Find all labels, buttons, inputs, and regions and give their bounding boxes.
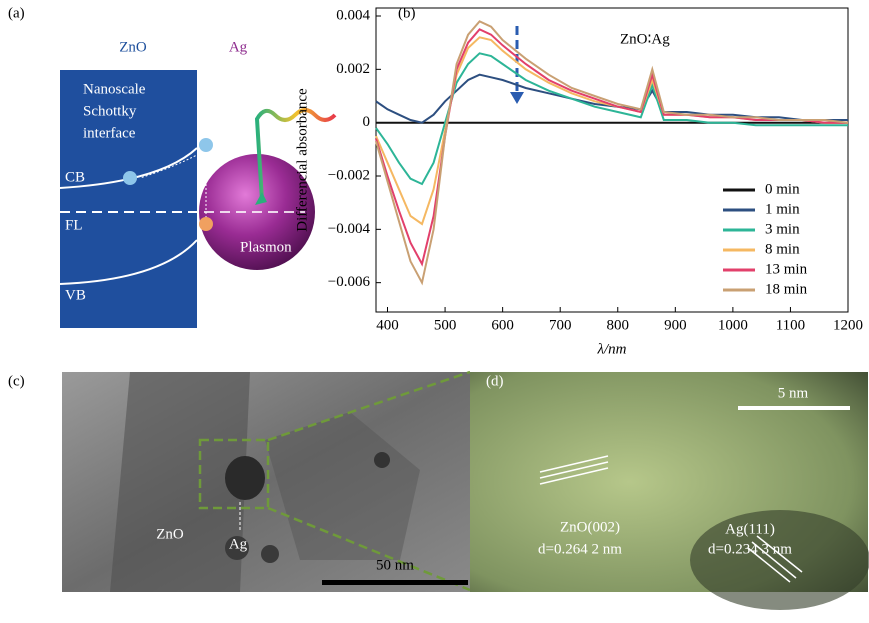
panel-a: (a) ZnO Ag Nanoscale Schottky interface … bbox=[8, 5, 335, 328]
x-tick-label: 800 bbox=[607, 317, 630, 333]
zno-label: ZnO bbox=[119, 39, 147, 55]
legend-label: 8 min bbox=[765, 241, 800, 257]
y-tick-label: −0.006 bbox=[328, 274, 371, 290]
panel-b: (b) ZnO∶Ag λ/nm Differencial absorbance … bbox=[294, 5, 863, 357]
y-tick-label: 0.002 bbox=[336, 61, 370, 77]
x-tick-label: 1100 bbox=[776, 317, 805, 333]
x-tick-label: 400 bbox=[376, 317, 399, 333]
y-tick-label: −0.002 bbox=[328, 167, 370, 183]
interface-text: interface bbox=[83, 125, 136, 141]
vb-label: VB bbox=[65, 287, 86, 303]
y-tick-label: −0.004 bbox=[328, 221, 371, 237]
legend-label: 3 min bbox=[765, 221, 800, 237]
ag-region bbox=[690, 510, 869, 610]
ag-particle bbox=[225, 456, 265, 500]
particle bbox=[374, 452, 390, 468]
electron bbox=[123, 171, 137, 185]
x-axis-label: λ/nm bbox=[597, 341, 627, 357]
x-tick-label: 1200 bbox=[833, 317, 863, 333]
x-tick-label: 700 bbox=[549, 317, 572, 333]
zno-spacing: d=0.264 2 nm bbox=[538, 541, 622, 557]
scale-label: 50 nm bbox=[376, 557, 414, 573]
scale-label: 5 nm bbox=[778, 385, 809, 401]
ag-label: Ag bbox=[229, 39, 248, 55]
zno-label: ZnO bbox=[156, 526, 184, 542]
panel-label: (d) bbox=[486, 373, 504, 389]
electron bbox=[199, 138, 213, 152]
ag-spacing: d=0.234 3 nm bbox=[708, 541, 792, 557]
y-axis-label: Differencial absorbance bbox=[294, 88, 310, 232]
interface-text: Schottky bbox=[83, 103, 137, 119]
y-tick-label: 0 bbox=[363, 114, 371, 130]
x-tick-label: 900 bbox=[664, 317, 687, 333]
panel-c: (c) ZnO Ag 50 nm bbox=[8, 372, 470, 592]
annotation: ZnO∶Ag bbox=[620, 31, 670, 47]
particle bbox=[261, 545, 279, 563]
x-tick-label: 600 bbox=[491, 317, 514, 333]
scale-bar bbox=[738, 406, 850, 410]
interface-text: Nanoscale bbox=[83, 81, 146, 97]
legend-label: 1 min bbox=[765, 201, 800, 217]
panel-label: (c) bbox=[8, 373, 25, 389]
scale-bar bbox=[322, 580, 468, 585]
panel-d: (d) 5 nm ZnO(002) d=0.264 2 nm Ag(111) d… bbox=[470, 372, 869, 610]
panel-label: (a) bbox=[8, 5, 25, 21]
figure: (a) ZnO Ag Nanoscale Schottky interface … bbox=[0, 0, 869, 623]
ag-label: Ag bbox=[229, 536, 248, 552]
ag-plane: Ag(111) bbox=[725, 521, 775, 537]
legend-label: 13 min bbox=[765, 261, 808, 277]
cb-label: CB bbox=[65, 169, 85, 185]
hole bbox=[199, 217, 213, 231]
legend-label: 0 min bbox=[765, 181, 800, 197]
fl-label: FL bbox=[65, 217, 83, 233]
marker-arrow-head bbox=[510, 92, 524, 104]
zno-plane: ZnO(002) bbox=[560, 519, 620, 535]
x-tick-label: 500 bbox=[434, 317, 457, 333]
x-tick-label: 1000 bbox=[718, 317, 748, 333]
legend-label: 18 min bbox=[765, 281, 808, 297]
y-tick-label: 0.004 bbox=[336, 7, 370, 23]
plasmon-label: Plasmon bbox=[240, 239, 292, 255]
